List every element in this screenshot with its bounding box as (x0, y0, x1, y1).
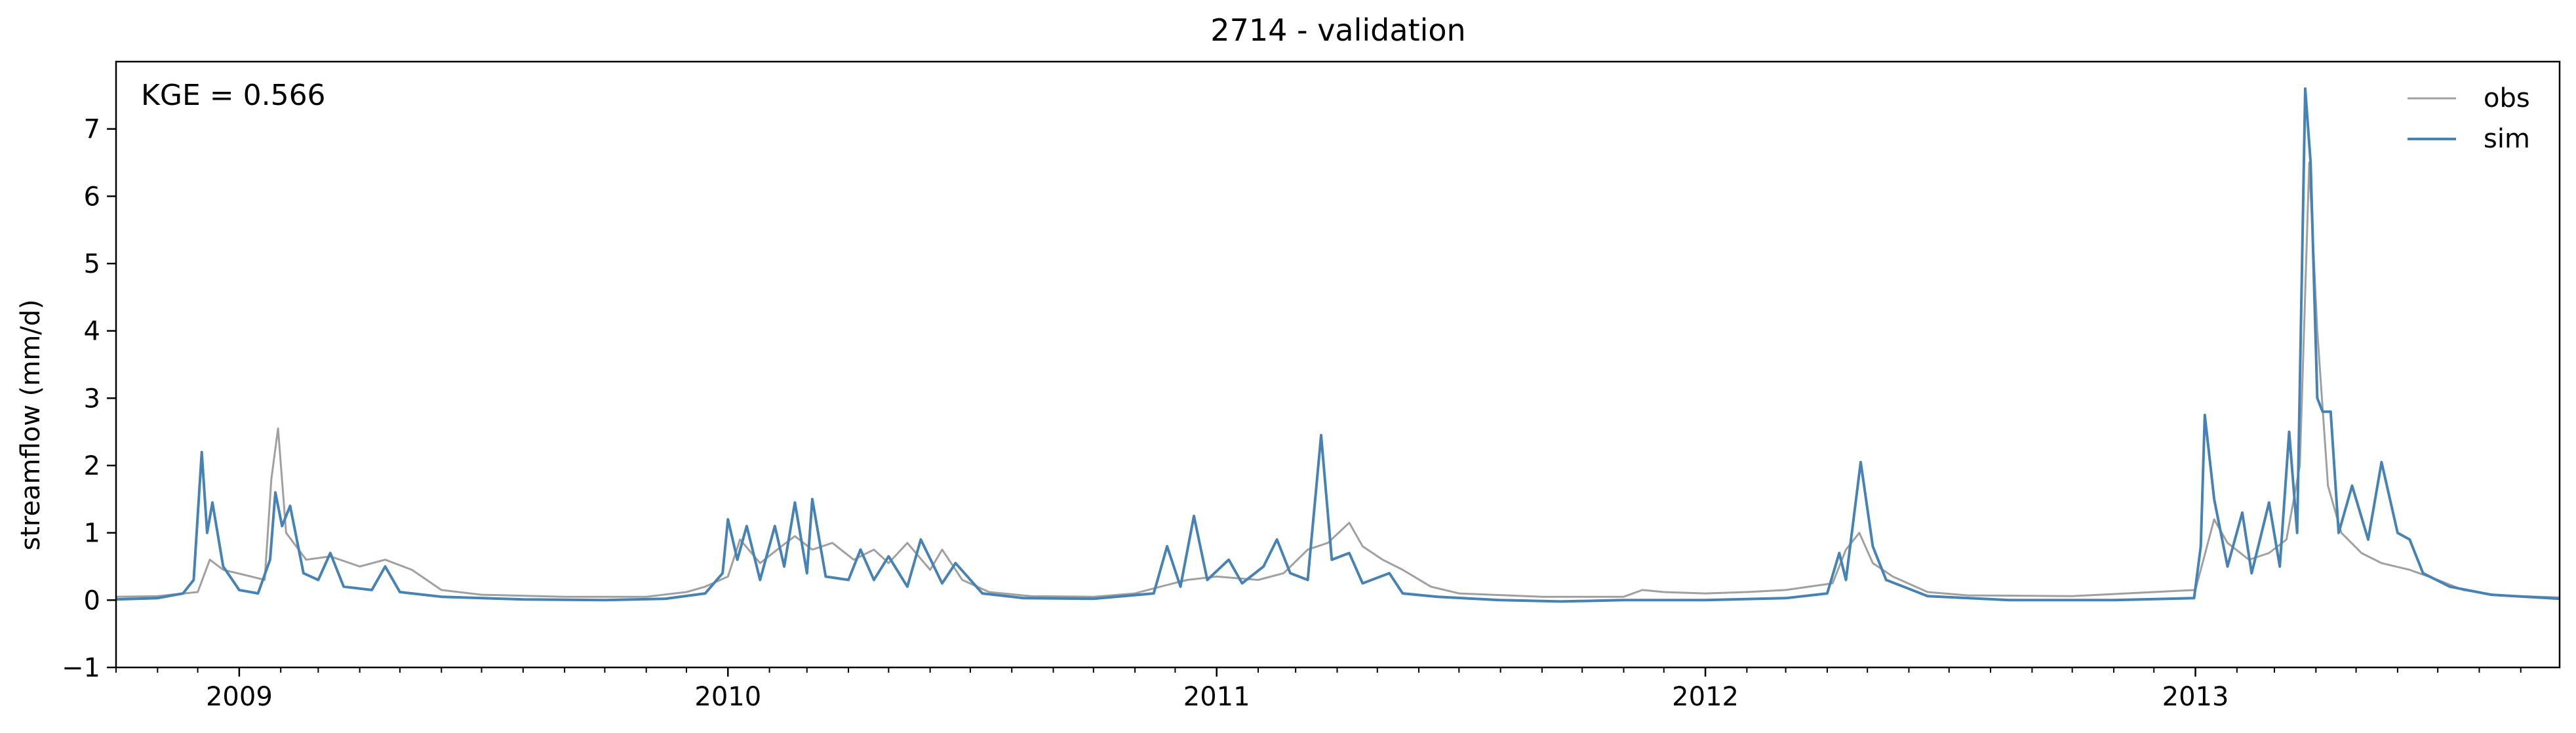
y-tick-label: −1 (62, 653, 100, 683)
chart-title: 2714 - validation (1210, 12, 1465, 48)
y-tick-label: 6 (84, 182, 100, 212)
obs-series-layer (115, 161, 2560, 599)
y-tick-label: 7 (84, 115, 100, 145)
sim-series-layer (115, 87, 2560, 603)
obs-series-line (115, 161, 2560, 599)
legend-obs-label: obs (2484, 83, 2530, 113)
x-tick-label: 2009 (206, 682, 273, 712)
y-tick-label: 2 (84, 451, 100, 481)
kge-annotation: KGE = 0.566 (141, 79, 326, 112)
y-tick-label: 3 (84, 384, 100, 414)
plot-frame (115, 60, 2561, 669)
y-tick-label: 4 (84, 317, 100, 347)
x-tick-label: 2011 (1183, 682, 1250, 712)
x-tick-label: 2010 (694, 682, 761, 712)
x-tick-label: 2013 (2162, 682, 2229, 712)
x-axis-ticks: 2009 2010 2011 2012 2013 (115, 667, 2522, 712)
y-tick-label: 5 (84, 249, 100, 279)
legend: obs sim (2408, 83, 2530, 154)
legend-sim-label: sim (2484, 124, 2530, 154)
y-axis-ticks: −1 0 1 2 3 4 5 6 7 (62, 115, 116, 683)
sim-series-line (115, 87, 2560, 603)
y-tick-label: 1 (84, 519, 100, 549)
x-tick-label: 2012 (1672, 682, 1739, 712)
y-axis-label: streamflow (mm/d) (16, 299, 46, 550)
y-tick-label: 0 (84, 585, 100, 616)
